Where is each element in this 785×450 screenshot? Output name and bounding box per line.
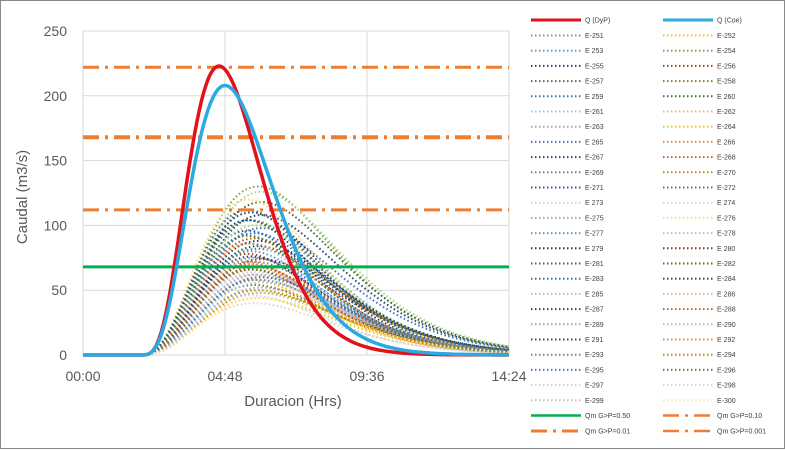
legend-label: E-254: [717, 48, 736, 55]
legend-label: Qm G>P=0.01: [585, 429, 630, 436]
legend-label: E 273: [585, 200, 603, 207]
y-axis-title: Caudal (m3/s): [14, 150, 31, 244]
legend-label: E 259: [585, 94, 603, 101]
legend-label: E-271: [585, 185, 604, 192]
ensemble-line: [83, 294, 510, 356]
main-series-line: [83, 83, 509, 357]
legend-label: E-287: [585, 307, 604, 314]
legend-label: E-264: [717, 124, 736, 131]
x-tick-label: 04:48: [207, 368, 242, 384]
legend-label: Qm G>P=0.10: [717, 413, 762, 420]
ensemble-line: [83, 260, 510, 356]
ensemble-line: [83, 242, 510, 356]
ensemble-line: [83, 185, 510, 356]
legend-label: E-295: [585, 367, 604, 374]
legend-label: E-297: [585, 383, 604, 390]
legend-label: E-298: [717, 383, 736, 390]
legend-label: E-256: [717, 63, 736, 70]
legend-label: E-289: [585, 322, 604, 329]
axis-ticks: 0 50 100 150 200 250 00:00 04:48 09:36 14:24: [44, 23, 527, 384]
legend-label: E-293: [585, 352, 604, 359]
legend-label: E-284: [717, 276, 736, 283]
ensemble-line: [83, 289, 510, 356]
legend-label: E-255: [585, 63, 604, 70]
legend-label: E-282: [717, 261, 736, 268]
legend-label: E-296: [717, 367, 736, 374]
gridlines: [82, 30, 510, 356]
y-tick-label: 0: [59, 347, 67, 363]
legend-label: E-267: [585, 155, 604, 162]
x-tick-label: 00:00: [65, 368, 100, 384]
legend-label: E-290: [717, 322, 736, 329]
legend-label: E-294: [717, 352, 736, 359]
legend-label: E-281: [585, 261, 604, 268]
legend-label: Qm G>P=0.001: [717, 429, 766, 436]
ensemble-line: [83, 240, 510, 356]
ensemble-line: [83, 219, 510, 356]
legend-label: Qm G>P=0.50: [585, 413, 630, 420]
ensemble-line: [83, 201, 510, 356]
legend-label: E 286: [717, 291, 735, 298]
ensemble-line: [83, 234, 510, 356]
legend-label: E 253: [585, 48, 603, 55]
legend-label: E 265: [585, 139, 603, 146]
threshold-lines: [83, 65, 509, 269]
y-tick-label: 200: [44, 88, 68, 104]
legend-label: E 291: [585, 337, 603, 344]
legend-label: E-262: [717, 109, 736, 116]
ensemble-line: [83, 198, 510, 356]
legend-label: E-300: [717, 398, 736, 405]
ensemble-line: [83, 291, 510, 356]
legend-label: E-277: [585, 231, 604, 238]
legend-label: E-276: [717, 215, 736, 222]
legend-label: E-270: [717, 170, 736, 177]
legend-label: E 260: [717, 94, 735, 101]
legend-label: E-299: [585, 398, 604, 405]
ensemble-line: [83, 247, 510, 356]
legend-label: E-275: [585, 215, 604, 222]
legend: Q (DyP) Q (Coe) E-251 E-252 E 253 E-254 E-255 E…: [531, 18, 766, 436]
legend-label: E 279: [585, 246, 603, 253]
legend-label: E-269: [585, 170, 604, 177]
legend-label: E-258: [717, 79, 736, 86]
legend-label: E-272: [717, 185, 736, 192]
ensemble-line: [83, 190, 510, 356]
legend-label: E-261: [585, 109, 604, 116]
legend-label: E-268: [717, 155, 736, 162]
ensemble-line: [83, 302, 509, 356]
ensemble-line: [83, 273, 510, 356]
main-series: [83, 64, 509, 357]
ensemble-line: [83, 291, 510, 356]
ensemble-line: [83, 214, 510, 356]
legend-label: Q (Coe): [717, 18, 742, 25]
ensemble-series: [83, 185, 510, 356]
legend-label: E-257: [585, 79, 604, 86]
legend-label: E 285: [585, 291, 603, 298]
y-tick-label: 250: [44, 23, 68, 39]
ensemble-line: [83, 227, 510, 356]
legend-label: E-263: [585, 124, 604, 131]
legend-label: E-283: [585, 276, 604, 283]
legend-label: E-278: [717, 231, 736, 238]
y-tick-label: 150: [44, 153, 68, 169]
legend-label: E 274: [717, 200, 735, 207]
x-axis-title: Duracion (Hrs): [244, 393, 342, 410]
legend-label: E-288: [717, 307, 736, 314]
legend-label: Q (DyP): [585, 18, 610, 25]
y-tick-label: 50: [51, 282, 67, 298]
legend-label: E 292: [717, 337, 735, 344]
legend-label: E 280: [717, 246, 735, 253]
ensemble-line: [83, 278, 510, 356]
x-tick-label: 09:36: [349, 368, 384, 384]
legend-label: E 266: [717, 139, 735, 146]
ensemble-line: [83, 237, 510, 356]
legend-label: E-251: [585, 33, 604, 40]
x-tick-label: 14:24: [491, 368, 526, 384]
legend-label: E-252: [717, 33, 736, 40]
y-tick-label: 100: [44, 217, 68, 233]
